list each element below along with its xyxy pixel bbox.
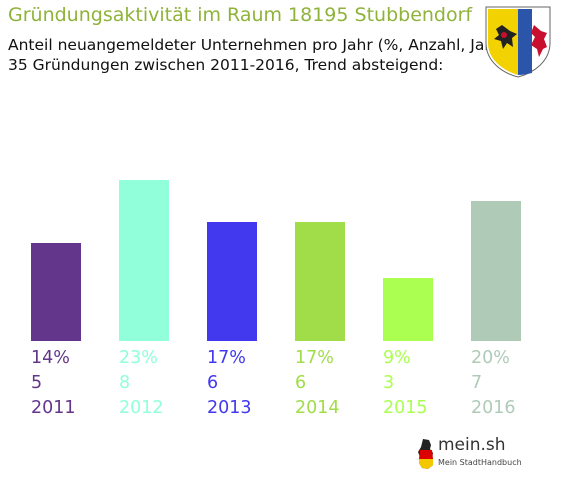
bar-label-group-2013: 17% 6 2013 [207, 346, 277, 421]
percent-label: 20% [471, 348, 510, 368]
percent-label: 17% [207, 348, 246, 368]
bar-label-group-2014: 17% 6 2014 [295, 346, 365, 421]
chart-title: Gründungsaktivität im Raum 18195 Stubben… [8, 4, 473, 26]
year-label: 2011 [31, 398, 76, 418]
bar-2016 [471, 201, 521, 341]
bar-label-group-2012: 23% 8 2012 [119, 346, 189, 421]
bar-2014 [295, 222, 345, 341]
chart-subtitle: Anteil neuangemeldeter Unternehmen pro J… [8, 35, 507, 75]
subtitle-line-2: 35 Gründungen zwischen 2011-2016, Trend … [8, 56, 444, 74]
bar-group [31, 180, 521, 341]
bar-label-group-2016: 20% 7 2016 [471, 346, 541, 421]
mein-sh-logo: mein.sh Mein StadtHandbuch [416, 433, 526, 473]
bar-2015 [383, 278, 433, 341]
bar-2012 [119, 180, 169, 341]
year-label: 2013 [207, 398, 252, 418]
percent-label: 9% [383, 348, 411, 368]
count-label: 6 [295, 373, 307, 393]
bar-label-group-2015: 9% 3 2015 [383, 346, 453, 421]
count-label: 7 [471, 373, 483, 393]
year-label: 2012 [119, 398, 164, 418]
bar-label-group-2011: 14% 5 2011 [31, 346, 101, 421]
logo-tagline: Mein StadtHandbuch [438, 458, 522, 467]
bar-2011 [31, 243, 81, 341]
year-label: 2016 [471, 398, 516, 418]
count-label: 8 [119, 373, 131, 393]
year-label: 2015 [383, 398, 428, 418]
subtitle-line-1: Anteil neuangemeldeter Unternehmen pro J… [8, 36, 507, 54]
count-label: 3 [383, 373, 395, 393]
year-label: 2014 [295, 398, 340, 418]
percent-label: 17% [295, 348, 334, 368]
logo-text: mein.sh [438, 435, 506, 455]
bar-2013 [207, 222, 257, 341]
count-label: 5 [31, 373, 43, 393]
germany-map-icon [418, 439, 433, 469]
percent-label: 14% [31, 348, 70, 368]
coat-of-arms-icon [485, 6, 551, 78]
percent-label: 23% [119, 348, 158, 368]
count-label: 6 [207, 373, 219, 393]
